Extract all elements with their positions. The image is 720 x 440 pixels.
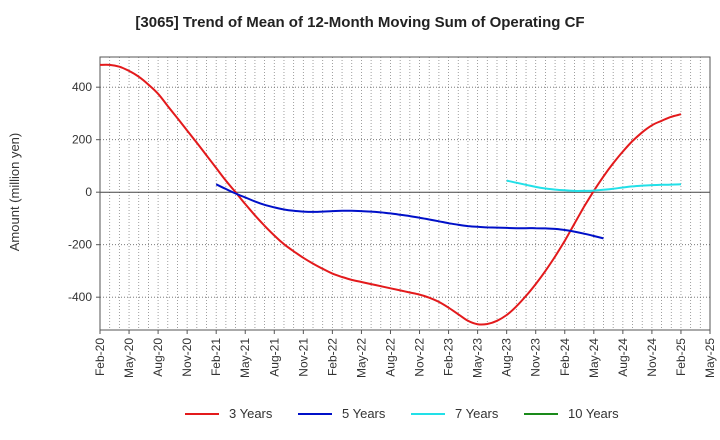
y-tick-label: 200 [72,133,92,147]
x-tick-label: Aug-22 [383,338,397,377]
legend-swatch [298,412,332,415]
series-line-3-years [99,63,682,326]
legend-swatch [524,412,558,415]
x-tick-label: Aug-20 [151,338,165,377]
legend: 3 Years 5 Years 7 Years 10 Years [0,406,720,426]
x-axis: Feb-20 May-20 Aug-20 Nov-20 Feb-21 May-21 Aug-… [93,330,717,378]
y-tick-label: -400 [68,290,92,304]
x-tick-label: Feb-21 [209,338,223,376]
y-tick-label: -200 [68,238,92,252]
legend-swatch [411,412,445,415]
y-axis-label: Amount (million yen) [7,133,22,252]
legend-label: 5 Years [342,406,386,421]
legend-label: 7 Years [455,406,499,421]
x-tick-label: Feb-20 [93,338,107,376]
x-tick-label: Feb-22 [325,338,339,376]
legend-item-7-years: 7 Years [411,406,498,421]
x-tick-label: May-20 [122,338,136,378]
x-tick-label: Feb-24 [558,338,572,376]
y-axis: 400 200 0 -200 -400 [68,80,100,304]
x-tick-label: May-24 [587,338,601,378]
series-line-5-years [215,183,604,240]
legend-item-5-years: 5 Years [298,406,385,421]
y-tick-label: 400 [72,80,92,94]
legend-label: 3 Years [229,406,273,421]
legend-item-3-years: 3 Years [185,406,272,421]
x-tick-label: Nov-20 [180,338,194,377]
x-tick-label: May-25 [703,338,717,378]
series-layer [99,63,682,326]
x-tick-label: May-23 [471,338,485,378]
y-tick-label: 0 [85,185,92,199]
x-tick-label: Nov-23 [529,338,543,377]
x-tick-label: Nov-24 [645,338,659,377]
grid-layer [100,57,710,330]
x-tick-label: Aug-23 [500,338,514,377]
x-tick-label: May-21 [238,338,252,378]
series-line-7-years [506,179,682,192]
x-tick-label: May-22 [354,338,368,378]
plot-frame [99,56,711,331]
x-tick-label: Nov-22 [413,338,427,377]
x-tick-label: Feb-25 [674,338,688,376]
x-tick-label: Feb-23 [442,338,456,376]
chart-title: [3065] Trend of Mean of 12-Month Moving … [135,14,585,31]
x-tick-label: Aug-24 [616,338,630,377]
legend-swatch [185,412,219,415]
legend-label: 10 Years [568,406,619,421]
x-tick-label: Aug-21 [267,338,281,377]
legend-item-10-years: 10 Years [524,406,619,421]
x-tick-label: Nov-21 [296,338,310,377]
